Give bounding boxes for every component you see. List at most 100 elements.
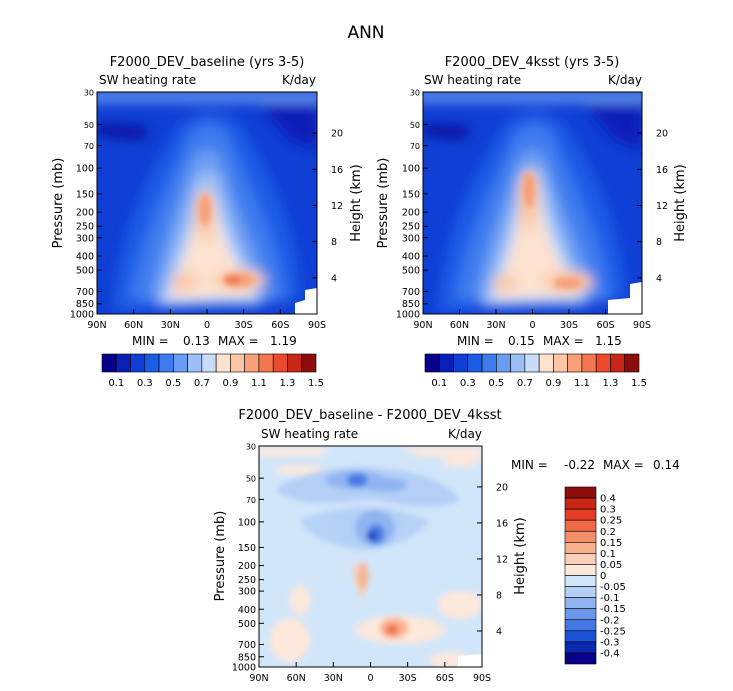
colorbar-swatch	[215, 353, 231, 373]
colorbar-label: 0.05	[600, 560, 622, 571]
units-label: K/day	[282, 73, 316, 87]
colorbar-swatch	[272, 353, 288, 373]
y-axis-label: Pressure (mb)	[51, 158, 66, 249]
colorbar-swatch	[144, 353, 160, 373]
pressure-tick-label: 30	[410, 89, 420, 98]
colorbar-swatch	[230, 353, 245, 373]
colorbar-swatch	[287, 353, 303, 373]
colorbar-label: 0.5	[488, 378, 504, 389]
height-axis: 20 16 12 8 4	[477, 482, 508, 637]
pressure-tick-label: 1000	[232, 663, 256, 674]
pressure-tick-label: 400	[76, 251, 94, 262]
pressure-tick-label: 100	[76, 164, 94, 175]
latitude-axis: 90N 60N 30N 0 30S 60S 90S	[413, 309, 651, 331]
height-tick-label: 20	[656, 129, 668, 140]
colorbar-label: 0.3	[137, 378, 153, 389]
variable-label: SW heating rate	[261, 427, 358, 441]
latitude-tick-label: 90S	[473, 673, 491, 684]
pressure-tick-label: 30	[246, 443, 256, 452]
units-label: K/day	[608, 73, 642, 87]
latitude-tick-label: 30N	[161, 320, 180, 331]
pressure-tick-label: 850	[76, 299, 94, 310]
colorbar-swatch	[564, 519, 597, 532]
min-label: MIN =	[457, 334, 494, 348]
colorbar-swatch	[564, 486, 597, 499]
height-tick-label: 12	[656, 201, 668, 212]
min-value: 0.13	[183, 334, 210, 348]
panel-difference: F2000_DEV_baseline - F2000_DEV_4ksst SW …	[213, 408, 680, 684]
latitude-tick-label: 60S	[271, 320, 289, 331]
latitude-tick-label: 30N	[486, 320, 505, 331]
max-value: 0.14	[653, 458, 680, 472]
colorbar-swatch	[538, 353, 554, 373]
colorbar-swatch	[201, 353, 217, 373]
height-tick-label: 16	[496, 518, 508, 529]
pressure-tick-label: 200	[238, 561, 256, 572]
colorbar-swatch	[564, 641, 597, 654]
pressure-tick-label: 30	[84, 89, 94, 98]
colorbar-label: 1.1	[251, 378, 267, 389]
panel-title: F2000_DEV_baseline - F2000_DEV_4ksst	[238, 408, 501, 423]
colorbar-label: 0.9	[222, 378, 238, 389]
colorbar-label: 0.15	[600, 538, 622, 549]
panel-title: F2000_DEV_4ksst (yrs 3-5)	[445, 55, 620, 70]
pressure-tick-label: 300	[402, 233, 420, 244]
colorbar-label: 0.4	[600, 494, 616, 505]
colorbar-swatch	[564, 597, 597, 609]
colorbar-swatch	[453, 353, 469, 373]
colorbar-label: 0.1	[108, 378, 124, 389]
colorbar-label: 0.5	[165, 378, 181, 389]
colorbar-label: -0.2	[600, 615, 620, 626]
colorbar-swatch	[510, 353, 526, 373]
panel-title: F2000_DEV_baseline (yrs 3-5)	[110, 55, 305, 70]
colorbar-swatch	[564, 586, 597, 598]
colorbar-label: 1.3	[280, 378, 296, 389]
colorbar-swatch	[481, 353, 497, 373]
pressure-tick-label: 1000	[396, 310, 420, 321]
latitude-tick-label: 60N	[450, 320, 469, 331]
colorbar-swatch	[496, 353, 511, 373]
colorbar-label: -0.1	[600, 593, 620, 604]
colorbar-swatch	[244, 353, 260, 373]
height-tick-label: 20	[496, 482, 508, 493]
colorbar-label: 0.3	[600, 505, 616, 516]
latitude-tick-label: 30S	[399, 673, 417, 684]
contour-field	[423, 92, 642, 314]
height-tick-label: 16	[656, 165, 668, 176]
colorbar-label: 0.9	[545, 378, 561, 389]
min-label: MIN =	[132, 334, 169, 348]
latitude-tick-label: 30S	[235, 320, 253, 331]
colorbar-swatch	[158, 353, 174, 373]
pressure-tick-label: 300	[238, 587, 256, 598]
panel-baseline: F2000_DEV_baseline (yrs 3-5) SW heating …	[51, 55, 364, 389]
colorbar-label: 0.25	[600, 516, 622, 527]
colorbar-swatch	[564, 575, 597, 587]
colorbar-swatch	[130, 353, 146, 373]
colorbar-swatch	[301, 353, 317, 373]
colorbar-swatch	[610, 353, 626, 373]
colorbar-label: 1.1	[574, 378, 590, 389]
latitude-axis: 90N 60N 30N 0 30S 60S 90S	[87, 309, 326, 331]
height-tick-label: 8	[656, 237, 662, 248]
height-tick-label: 12	[331, 201, 343, 212]
height-tick-label: 4	[656, 273, 662, 284]
colorbar-baseline: 0.1 0.3 0.5 0.7 0.9 1.1 1.3 1.5	[101, 353, 324, 389]
y2-axis-label: Height (km)	[349, 164, 364, 241]
pressure-tick-label: 70	[246, 496, 256, 505]
pressure-tick-label: 850	[238, 652, 256, 663]
pressure-tick-label: 400	[238, 605, 256, 616]
pressure-tick-label: 250	[402, 222, 420, 233]
pressure-tick-label: 700	[402, 287, 420, 298]
colorbar-swatch	[581, 353, 597, 373]
colorbar-label: 0	[600, 571, 606, 582]
pressure-tick-label: 1000	[70, 310, 94, 321]
colorbar-swatch	[553, 353, 568, 373]
pressure-tick-label: 150	[402, 189, 420, 200]
colorbar-swatch	[438, 353, 454, 373]
min-value: -0.22	[564, 458, 595, 472]
max-label: MAX =	[603, 458, 644, 472]
